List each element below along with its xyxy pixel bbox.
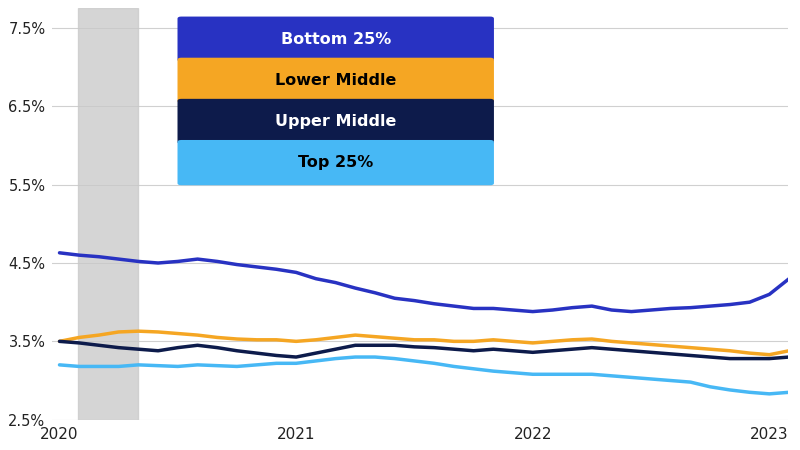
FancyBboxPatch shape [178,99,494,144]
FancyBboxPatch shape [178,17,494,62]
Text: Top 25%: Top 25% [298,155,374,170]
FancyBboxPatch shape [178,140,494,185]
Bar [78,9,138,420]
FancyBboxPatch shape [178,58,494,103]
Text: Upper Middle: Upper Middle [275,114,397,129]
Text: Bottom 25%: Bottom 25% [281,32,391,47]
Text: Lower Middle: Lower Middle [275,73,397,88]
